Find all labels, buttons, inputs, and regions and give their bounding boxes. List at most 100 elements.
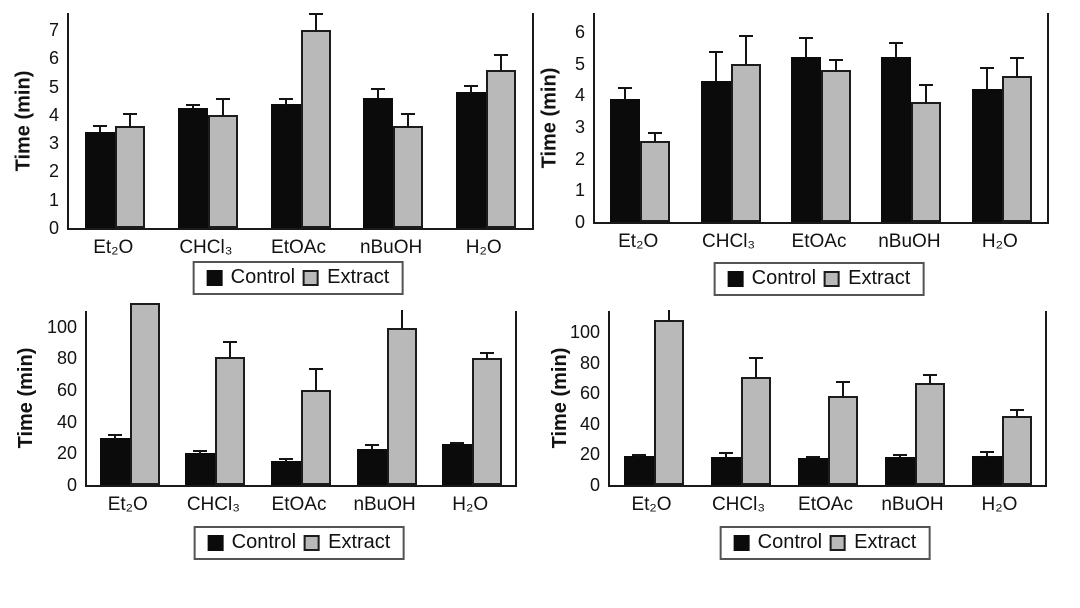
error-bar-whisker [744,35,747,65]
extract-bar-5 [1001,76,1032,222]
error-bar-cap [889,41,904,44]
extract-bar-1 [115,126,146,228]
error-bar-whisker [407,113,410,128]
control-swatch-icon [206,269,223,286]
error-bar-cap [718,452,733,455]
error-bar-cap [401,113,416,116]
legend-label-extract: Extract [854,531,917,553]
error-bar-whisker [928,373,931,384]
control-bar-4 [363,97,394,228]
error-bar-whisker [985,450,988,457]
control-bar-1 [99,437,130,485]
error-bar-whisker [113,433,116,439]
error-bar-whisker [985,66,988,90]
error-bar-whisker [486,352,489,360]
plot-area [608,310,1047,487]
error-bar-whisker [285,458,287,463]
error-bar-whisker [229,341,232,358]
control-bar-3 [271,461,301,485]
y-tick-label: 60 [56,380,77,401]
legend: Control Extract [192,261,404,295]
error-bar-cap [223,341,238,344]
legend-label-control: Control [751,267,817,289]
error-bar-cap [805,456,820,458]
x-category-label: EtOAc [791,231,847,252]
error-bar-cap [364,443,379,446]
control-bar-4 [356,448,387,485]
control-bar-5 [971,456,1002,485]
error-bar-whisker [199,450,202,455]
error-bar-cap [892,454,907,457]
extract-swatch-icon [303,269,320,286]
x-category-label: CHCl₃ [179,237,233,258]
control-swatch-icon [733,534,750,551]
y-tick-label: 4 [574,85,585,106]
y-tick-label: 0 [48,218,59,238]
extract-bar-2 [730,63,761,222]
extract-swatch-icon [824,270,841,287]
extract-bar-1 [129,303,160,485]
legend-label-control: Control [230,266,296,288]
error-bar-cap [279,458,293,461]
error-bar-whisker [284,97,287,105]
control-bar-4 [881,57,912,222]
error-bar-cap [185,103,200,106]
x-category-label: nBuOH [881,494,944,515]
error-bar-whisker [835,58,837,71]
plot-area [85,303,517,487]
control-swatch-icon [727,270,744,287]
error-bar-whisker [724,452,727,458]
extract-bar-2 [215,356,246,485]
extract-bar-5 [485,69,516,228]
extract-bar-1 [653,320,684,485]
x-category-label: Et₂O [631,494,672,515]
legend: Control Extract [713,262,925,296]
error-bar-cap [829,58,843,61]
x-category-label: nBuOH [359,237,423,258]
error-bar-cap [480,352,495,355]
extract-bar-1 [640,141,671,222]
control-bar-3 [270,103,301,228]
error-bar-cap [618,87,633,90]
x-category-label: Et₂O [618,231,659,252]
y-tick-label: 80 [579,352,600,373]
x-category-label: EtOAc [271,237,326,258]
x-category-label: nBuOH [353,494,416,515]
error-bar-cap [748,356,763,359]
error-bar-whisker [314,13,317,31]
error-bar-cap [799,36,813,39]
legend-label-extract: Extract [848,267,911,289]
control-bar-5 [442,443,473,485]
error-bar-cap [309,367,323,370]
x-category-label: nBuOH [878,231,941,252]
error-bar-cap [450,441,465,444]
control-bar-2 [185,453,216,485]
legend-label-extract: Extract [328,531,391,553]
legend-label-control: Control [231,531,297,553]
error-bar-whisker [654,131,657,143]
y-tick-label: 5 [574,53,585,74]
error-bar-whisker [129,113,132,128]
control-bar-2 [710,456,741,485]
x-category-label: CHCl₃ [702,231,756,252]
y-tick-label: 0 [589,475,600,495]
x-category-label: EtOAc [798,494,853,515]
y-tick-label: 2 [48,161,59,182]
control-bar-5 [971,89,1002,222]
error-bar-cap [979,450,994,453]
y-tick-label: 6 [574,22,585,42]
extract-bar-5 [1001,416,1032,485]
error-bar-whisker [925,84,928,103]
y-tick-label: 5 [48,76,59,97]
error-bar-whisker [667,310,670,322]
extract-bar-4 [393,126,424,228]
error-bar-cap [708,51,723,53]
y-tick-label: 80 [56,348,77,369]
plot-area [593,13,1049,224]
x-category-label: H₂O [981,231,1018,252]
y-tick-label: 3 [48,133,59,154]
y-tick-label: 100 [569,322,600,343]
error-bar-whisker [895,41,898,59]
control-bar-1 [610,98,641,222]
